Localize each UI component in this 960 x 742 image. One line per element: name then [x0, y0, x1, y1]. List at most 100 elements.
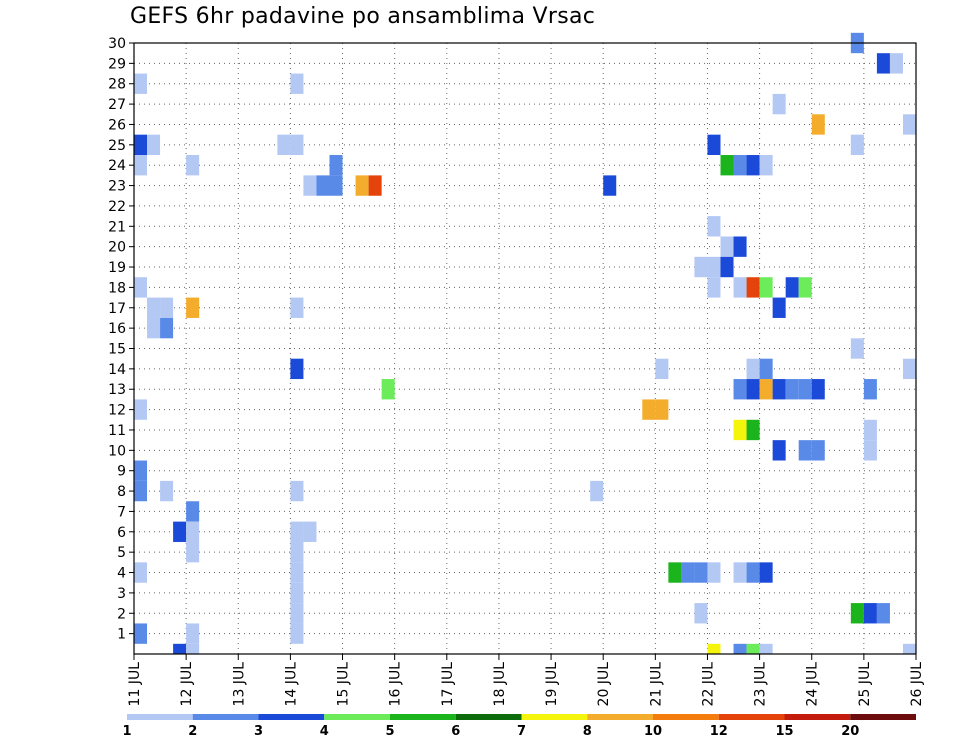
heatmap-cell [655, 358, 669, 380]
legend-swatch [390, 714, 456, 720]
y-tick-label: 16 [108, 321, 126, 337]
x-tick-label: 21 JUL [648, 662, 664, 707]
heatmap-cell [134, 562, 148, 583]
y-tick-label: 6 [117, 525, 126, 541]
heatmap-cell [707, 562, 721, 583]
heatmap-cell [811, 114, 825, 135]
heatmap-cell [876, 603, 890, 624]
heatmap-cell [186, 643, 200, 654]
legend-swatch [587, 714, 653, 720]
y-tick-label: 30 [108, 36, 126, 52]
heatmap-cell [147, 134, 161, 156]
legend-colorbar: 1 2 3 4 5 6 7 8 10 12 15 20 [122, 714, 916, 739]
x-tick-label: 14 JUL [283, 662, 299, 707]
heatmap-cell [186, 541, 200, 563]
heatmap-cell [863, 419, 877, 441]
heatmap-cell [733, 379, 747, 400]
heatmap-cell [850, 134, 864, 156]
legend-swatch [324, 714, 390, 720]
heatmap-cell [759, 562, 773, 583]
y-tick-label: 9 [117, 464, 126, 480]
legend-swatch [258, 714, 325, 720]
heatmap-cell [733, 277, 747, 298]
heatmap-cell [694, 256, 708, 278]
heatmap-cell [733, 419, 747, 441]
grid [133, 42, 917, 654]
y-tick-label: 22 [108, 199, 126, 215]
heatmap-cell [290, 73, 304, 94]
heatmap-cell [290, 358, 304, 380]
heatmap-cell [746, 379, 760, 400]
heatmap-cell [160, 317, 174, 339]
data-cells [134, 32, 916, 654]
heatmap-cell [746, 562, 760, 583]
legend-swatch [455, 714, 522, 720]
heatmap-cell [772, 93, 786, 115]
y-tick-label: 24 [108, 158, 126, 174]
heatmap-cell [355, 175, 369, 196]
heatmap-cell [173, 643, 187, 654]
heatmap-cell [746, 419, 760, 441]
x-tick-label: 19 JUL [544, 662, 560, 707]
heatmap-cell [759, 379, 773, 400]
heatmap-cell [290, 521, 304, 542]
legend-label: 5 [385, 724, 394, 739]
heatmap-cell [759, 358, 773, 380]
legend-label: 3 [254, 724, 263, 739]
legend-label: 7 [517, 724, 526, 739]
heatmap-cell [811, 440, 825, 461]
heatmap-cell [772, 379, 786, 400]
legend-swatch [192, 714, 259, 720]
legend-swatch [850, 714, 916, 720]
heatmap-cell [720, 155, 734, 176]
heatmap-cell [147, 297, 161, 318]
heatmap-cell [147, 317, 161, 339]
heatmap-cell [733, 236, 747, 257]
heatmap-cell [863, 379, 877, 400]
heatmap-cell [863, 603, 877, 624]
legend-swatch [718, 714, 785, 720]
heatmap-cell [277, 134, 291, 156]
legend-label: 8 [583, 724, 592, 739]
heatmap-cell [681, 562, 695, 583]
y-tick-label: 26 [108, 117, 126, 133]
heatmap-cell [850, 603, 864, 624]
heatmap-cell [798, 277, 812, 298]
heatmap-cell [381, 379, 395, 400]
y-tick-label: 3 [117, 586, 126, 602]
heatmap-cell [186, 155, 200, 176]
y-tick-label: 18 [108, 280, 126, 296]
heatmap-cell [707, 216, 721, 237]
y-tick-label: 23 [108, 179, 126, 195]
heatmap-cell [746, 277, 760, 298]
heatmap-cell [798, 379, 812, 400]
y-tick-label: 11 [108, 423, 126, 439]
y-tick-label: 29 [108, 56, 126, 72]
x-tick-label: 15 JUL [336, 662, 352, 707]
heatmap-cell [720, 256, 734, 278]
heatmap-cell [772, 440, 786, 461]
x-tick-label: 11 JUL [127, 662, 143, 707]
heatmap-cell [746, 155, 760, 176]
heatmap-cell [902, 643, 916, 654]
legend-label: 6 [451, 724, 460, 739]
legend-label: 4 [320, 724, 329, 739]
heatmap-cell [316, 175, 330, 196]
heatmap-cell [329, 155, 343, 176]
heatmap-cell [290, 480, 304, 502]
heatmap-cell [733, 562, 747, 583]
heatmap-cell [134, 480, 148, 502]
legend-swatch [653, 714, 719, 720]
y-tick-label: 5 [117, 545, 126, 561]
heatmap-cell [746, 643, 760, 654]
legend-label: 20 [841, 724, 859, 739]
y-tick-label: 2 [117, 606, 126, 622]
x-tick-label: 25 JUL [857, 662, 873, 707]
legend-label: 10 [644, 724, 662, 739]
heatmap-cell [707, 643, 721, 654]
heatmap-cell [290, 134, 304, 156]
heatmap-cell [863, 440, 877, 461]
heatmap-cell [642, 399, 656, 420]
heatmap-cell [902, 358, 916, 380]
